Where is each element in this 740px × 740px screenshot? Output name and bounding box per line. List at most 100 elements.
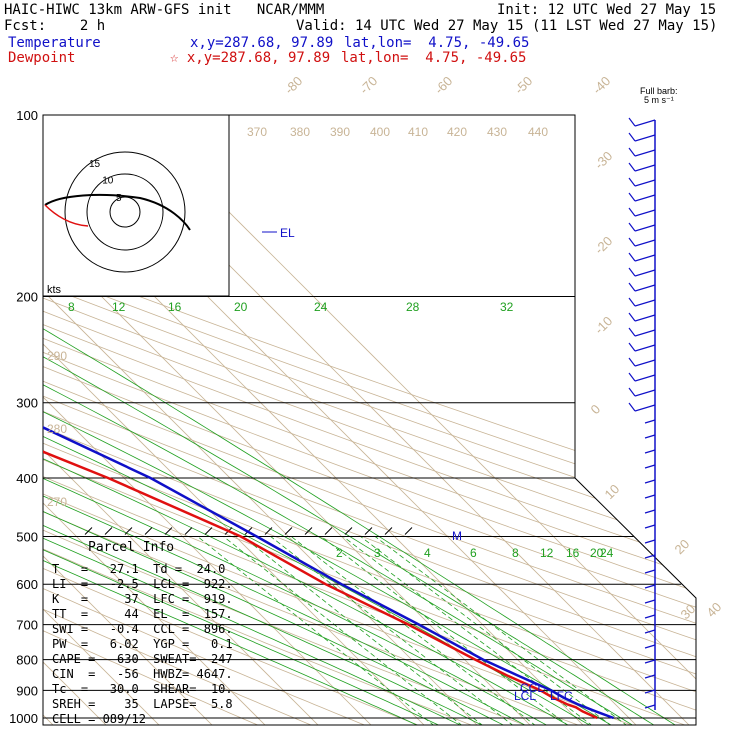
wind-barb <box>644 434 656 439</box>
hodograph-ring-label: 10 <box>102 176 114 187</box>
moist-adiabat <box>43 296 536 725</box>
wind-barb <box>634 179 656 187</box>
wind-barb <box>644 509 656 514</box>
parcel-row: SREH = 35 LAPSE= 5.8 <box>52 697 233 711</box>
hatch-mark <box>364 527 373 535</box>
moist-adiabat <box>43 296 452 725</box>
isotherm-label: 40 <box>704 599 725 620</box>
parcel-row: LI = -2.5 LCL = 922. <box>52 577 233 591</box>
hatch-mark <box>84 527 93 535</box>
wind-barb <box>634 314 656 322</box>
isotherm-line <box>43 115 537 725</box>
wind-barb <box>634 119 656 127</box>
hodograph-ring <box>86 173 164 251</box>
moist-adiabat <box>43 296 558 725</box>
pressure-tick-label: 800 <box>16 653 38 668</box>
wind-barb-flag <box>628 312 636 322</box>
hatch-mark <box>384 527 393 535</box>
pressure-tick-label: 600 <box>16 577 38 592</box>
isotherm-line <box>43 115 431 725</box>
wind-barb <box>644 494 656 499</box>
wind-barb-flag <box>628 192 636 202</box>
mixing-ratio-line <box>270 536 521 725</box>
temperature-xy: x,y=287.68, 97.89 <box>190 35 334 51</box>
model-title: HAIC-HIWC 13km ARW-GFS init NCAR/MMM <box>4 2 325 18</box>
wind-barb-flag <box>628 147 636 157</box>
dry-adiabat <box>43 115 696 725</box>
hodograph-ring-label: 15 <box>89 159 101 170</box>
dry-adiabat <box>43 115 696 725</box>
annotation-el: EL <box>280 226 295 240</box>
wind-barb-flag <box>628 402 636 412</box>
wind-barb-flag <box>628 327 636 337</box>
wind-barb <box>644 704 656 709</box>
hodograph-ring-label: 5 <box>116 193 122 204</box>
pressure-tick-label: 400 <box>16 471 38 486</box>
wind-barb <box>644 449 656 454</box>
wind-barb <box>634 359 656 367</box>
theta-label: 380 <box>290 125 310 139</box>
temperature-latlon: lat,lon= 4.75, -49.65 <box>344 35 530 51</box>
wind-barb <box>644 524 656 529</box>
wind-barb <box>644 464 656 469</box>
hatch-mark <box>284 527 293 535</box>
wind-barb <box>644 659 656 664</box>
isotherm-line <box>0 115 6 731</box>
hodograph-box <box>42 114 230 297</box>
moist-adiabat <box>43 296 664 725</box>
hatch-mark <box>204 527 213 535</box>
wind-barb <box>634 254 656 262</box>
wind-barb-flag <box>628 252 636 262</box>
wind-barb <box>634 344 656 352</box>
hatch-mark <box>264 527 273 535</box>
dry-adiabat <box>43 115 696 725</box>
theta-label: 430 <box>487 125 507 139</box>
mixing-label-lower: 8 <box>512 546 519 560</box>
moist-adiabat <box>43 296 473 725</box>
dry-adiabat <box>43 115 696 725</box>
mixing-label-lower: 2 <box>336 546 343 560</box>
hodograph-trace-lower <box>44 204 89 227</box>
moist-adiabat <box>43 296 430 725</box>
annotation-lcl: LCL <box>514 689 536 703</box>
theta-label: 410 <box>408 125 428 139</box>
barb-key-line1: Full barb: <box>640 86 678 96</box>
dry-adiabat <box>43 115 696 725</box>
wind-barb-flag <box>628 222 636 232</box>
theta-label: 420 <box>447 125 467 139</box>
mixing-label-lower: 16 <box>566 546 580 560</box>
annotation-lfc: LFC <box>550 689 573 703</box>
wind-barb-flag <box>628 207 636 217</box>
parcel-row: CELL = 089/12 <box>52 712 146 726</box>
hodograph-ring <box>64 151 186 273</box>
dry-adiabat <box>43 115 487 725</box>
mixing-label-upper: 12 <box>112 300 126 314</box>
dry-adiabat <box>43 115 594 725</box>
mixing-label-upper: 24 <box>314 300 328 314</box>
wind-barb <box>634 134 656 142</box>
wind-barb <box>634 404 656 412</box>
theta-label: 400 <box>370 125 390 139</box>
moist-adiabat <box>43 296 643 725</box>
hatch-mark <box>144 527 153 535</box>
wind-barb-flag <box>628 342 636 352</box>
parcel-row: K = 37 LFC = 919. <box>52 592 233 606</box>
wind-barb <box>634 389 656 397</box>
pressure-tick-label: 700 <box>16 618 38 633</box>
forecast-hour: Fcst: 2 h <box>4 18 106 34</box>
hatch-mark <box>104 527 113 535</box>
mixing-ratio-line <box>223 536 470 725</box>
wind-barb-flag <box>628 282 636 292</box>
dry-adiabat <box>43 115 696 725</box>
annotation-m: M <box>452 529 462 543</box>
wind-barb <box>644 419 656 424</box>
isotherm-label: -40 <box>590 73 614 97</box>
wind-barb <box>644 674 656 679</box>
mixing-ratio-line <box>374 536 635 725</box>
wind-barb <box>634 209 656 217</box>
wind-barb-flag <box>628 177 636 187</box>
wind-barb-flag <box>628 267 636 277</box>
mixing-label-upper: 16 <box>168 300 182 314</box>
init-time: Init: 12 UTC Wed 27 May 15 <box>497 2 717 18</box>
